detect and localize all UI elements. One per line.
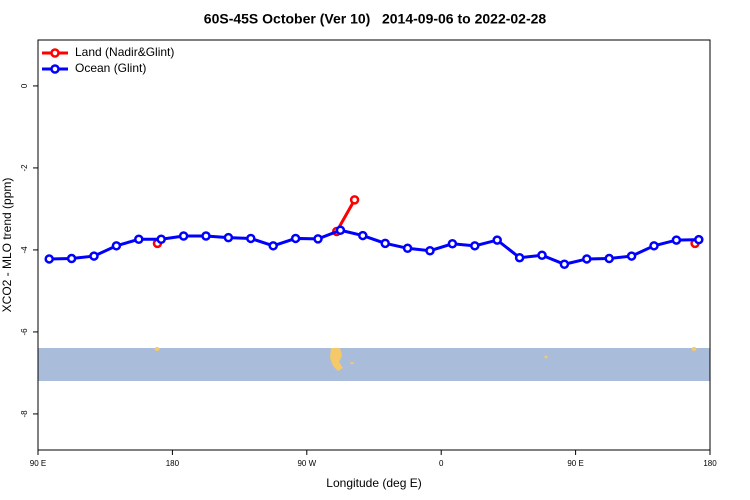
data-point	[201, 231, 211, 241]
data-point	[559, 259, 570, 270]
data-point	[66, 253, 77, 264]
legend-label: Land (Nadir&Glint)	[75, 45, 174, 59]
land-patch	[330, 348, 343, 371]
x-tick-label: 180	[703, 459, 717, 468]
y-tick-label: -6	[20, 328, 29, 336]
plot-frame	[37, 39, 711, 451]
x-tick-label: 90 E	[567, 459, 583, 468]
land-patch	[350, 362, 354, 364]
data-point	[134, 234, 144, 245]
land-patch	[154, 347, 160, 351]
y-tick-label: -4	[20, 246, 29, 254]
data-point	[290, 233, 301, 244]
data-point	[582, 254, 592, 264]
land-patch	[691, 347, 697, 351]
data-point	[335, 225, 346, 235]
data-point	[492, 235, 502, 245]
x-tick-label: 90 E	[30, 459, 46, 468]
legend-marker	[50, 64, 60, 74]
data-point	[537, 250, 547, 260]
legend-marker	[50, 48, 60, 58]
data-point	[44, 254, 54, 264]
x-axis-label: Longitude (deg E)	[326, 476, 421, 490]
data-point	[156, 234, 166, 245]
data-point	[246, 233, 256, 244]
land-patch	[544, 355, 548, 359]
data-point	[223, 232, 234, 243]
chart-title: 60S-45S October (Ver 10) 2014-09-06 to 2…	[204, 11, 547, 27]
data-point	[671, 235, 682, 245]
data-point	[358, 230, 368, 241]
y-tick-label: -8	[20, 410, 29, 418]
series-line	[337, 200, 695, 243]
data-point	[178, 231, 189, 241]
data-point	[425, 245, 435, 256]
data-point	[268, 241, 278, 251]
ocean-band	[38, 348, 710, 381]
data-point	[649, 241, 659, 251]
data-point	[349, 195, 360, 205]
data-point	[111, 241, 122, 251]
x-tick-label: 0	[439, 459, 444, 468]
data-point	[402, 243, 413, 254]
y-axis-label: XCO2 - MLO trend (ppm)	[0, 178, 14, 313]
x-tick-label: 90 W	[297, 459, 316, 468]
data-point	[380, 238, 390, 249]
y-tick-label: 0	[20, 83, 29, 88]
data-point	[626, 251, 637, 261]
data-point	[514, 252, 525, 263]
data-point	[313, 234, 323, 244]
legend-label: Ocean (Glint)	[75, 61, 146, 75]
x-tick-label: 180	[166, 459, 180, 468]
map-strip	[38, 347, 710, 381]
data-point	[447, 239, 458, 249]
data-point	[470, 241, 480, 251]
series-line	[49, 228, 699, 266]
data-point	[694, 234, 704, 245]
data-point	[89, 251, 99, 261]
data-point	[604, 253, 614, 264]
y-tick-label: -2	[20, 164, 29, 172]
